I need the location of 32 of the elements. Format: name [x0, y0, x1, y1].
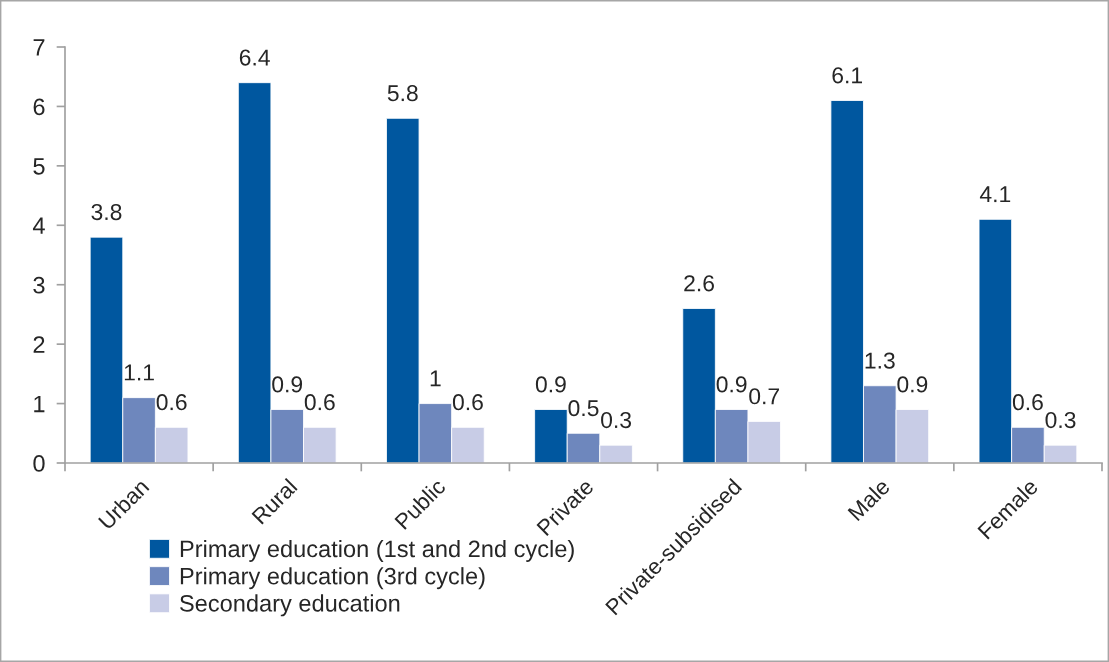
- data-label: 1: [430, 370, 441, 387]
- data-label: 0.7: [749, 388, 780, 405]
- data-label: 0.6: [156, 394, 187, 411]
- data-label: 0.6: [452, 394, 483, 411]
- legend-label: Primary education (1st and 2nd cycle): [180, 539, 574, 562]
- data-label: 0.6: [304, 394, 335, 411]
- data-label: 0.5: [568, 400, 599, 417]
- data-label: 6.4: [239, 49, 270, 66]
- legend-label: Secondary education: [180, 594, 400, 617]
- y-tick-label: 0: [33, 455, 45, 472]
- data-label: 3.8: [91, 203, 122, 221]
- data-label: 4.1: [979, 186, 1011, 203]
- y-tick-label: 2: [33, 336, 45, 353]
- y-tick-label: 6: [33, 98, 45, 116]
- data-label: 0.3: [601, 411, 632, 429]
- y-tick-label: 4: [32, 217, 45, 234]
- data-label: 1.1: [124, 364, 154, 381]
- data-label: 2.6: [684, 275, 714, 292]
- y-tick-label: 5: [33, 158, 45, 175]
- data-label: 5.8: [387, 85, 418, 102]
- y-tick-label: 3: [33, 276, 45, 294]
- data-label: 1.3: [865, 352, 895, 369]
- legend-label: Primary education (3rd cycle): [180, 567, 485, 590]
- data-label: 0.6: [1012, 394, 1043, 411]
- data-label: 0.9: [897, 376, 928, 393]
- y-tick-label: 7: [33, 39, 45, 56]
- data-label: 0.9: [535, 376, 566, 393]
- data-label: 0.9: [716, 376, 747, 393]
- y-tick-label: 1: [34, 395, 45, 413]
- data-label: 0.9: [272, 376, 303, 393]
- data-label: 0.3: [1045, 411, 1076, 429]
- data-label: 6.1: [832, 67, 863, 84]
